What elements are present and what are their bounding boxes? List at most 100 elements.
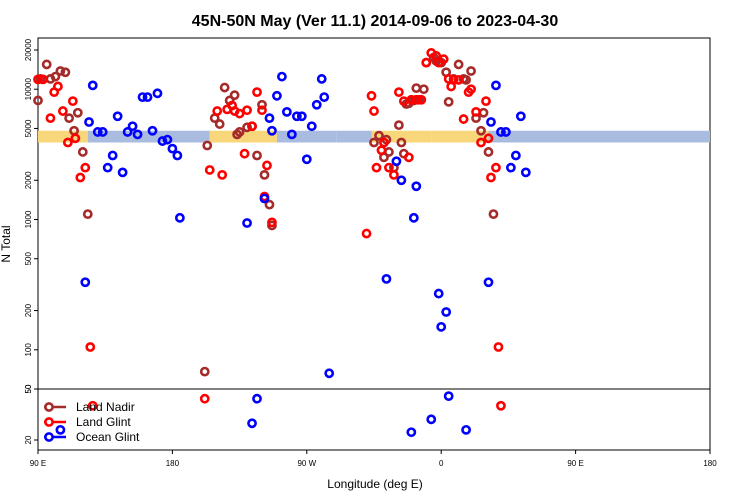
ocean-glint-point <box>515 111 526 122</box>
land-nadir-point <box>264 199 275 210</box>
y-tick-label: 500 <box>24 251 33 265</box>
land-nadir-point <box>374 130 384 141</box>
y-tick-label: 200 <box>24 303 33 317</box>
land-nadir-point <box>466 66 476 76</box>
land-nadir-point <box>369 137 379 148</box>
land-nadir-point <box>453 59 464 70</box>
land-nadir-point <box>259 169 270 180</box>
land-glint-point <box>421 57 432 68</box>
land-glint-point <box>199 393 210 404</box>
ocean-glint-point <box>102 162 113 173</box>
land-glint-point <box>204 165 215 175</box>
ocean-glint-point <box>264 113 275 124</box>
ocean-glint-point <box>267 125 277 136</box>
glint-band-segment <box>431 130 489 143</box>
ocean-glint-point <box>501 127 511 137</box>
glint-band-segment <box>371 130 432 143</box>
ocean-glint-point <box>436 321 447 332</box>
land-glint-point <box>87 400 98 411</box>
x-tick-label: 90 E <box>30 459 46 468</box>
land-glint-point <box>376 145 387 156</box>
land-glint-point <box>57 106 68 116</box>
ocean-glint-point <box>381 273 392 284</box>
x-tick-label: 90 E <box>567 459 583 468</box>
ocean-glint-point <box>408 212 419 223</box>
land-glint-point <box>458 114 469 124</box>
land-nadir-point <box>60 67 71 78</box>
legend-marker <box>44 402 54 412</box>
land-nadir-point <box>55 66 66 76</box>
legend-label: Ocean Glint <box>76 430 140 444</box>
land-nadir-point <box>393 120 404 131</box>
land-nadir-point <box>82 209 93 220</box>
land-glint-point <box>496 400 506 411</box>
land-glint-point <box>38 74 48 85</box>
ocean-glint-point <box>147 125 158 136</box>
land-glint-point <box>393 87 404 98</box>
data-points <box>33 48 531 438</box>
land-glint-point <box>70 133 81 144</box>
land-nadir-point <box>476 125 486 136</box>
land-glint-point <box>247 121 257 132</box>
land-glint-point <box>481 96 491 107</box>
legend-marker <box>44 417 54 427</box>
land-nadir-point <box>219 82 230 93</box>
ocean-glint-point <box>505 162 516 173</box>
land-nadir-point <box>41 59 52 70</box>
x-tick-label: 0 <box>439 459 444 468</box>
land-glint-point <box>67 96 78 107</box>
land-nadir-point <box>443 96 454 107</box>
y-tick-label: 50 <box>24 384 33 393</box>
land-glint-point <box>403 152 414 163</box>
land-glint-point <box>476 137 486 148</box>
ocean-glint-point <box>142 92 153 102</box>
ocean-glint-point <box>55 424 66 435</box>
ocean-glint-point <box>107 150 118 161</box>
ocean-glint-point <box>137 92 148 102</box>
land-glint-point <box>448 74 459 85</box>
ocean-glint-point <box>92 127 103 137</box>
land-glint-point <box>416 94 427 105</box>
land-nadir-point <box>252 150 262 161</box>
land-glint-point <box>384 162 394 173</box>
ocean-glint-point <box>496 127 506 137</box>
land-nadir-point <box>488 209 499 220</box>
x-tick-label: 180 <box>166 459 180 468</box>
y-tick-label: 5000 <box>24 119 33 137</box>
ocean-glint-point <box>84 117 94 127</box>
x-tick-label: 180 <box>703 459 717 468</box>
land-glint-point <box>45 113 56 124</box>
glint-band-segment <box>276 130 337 143</box>
ocean-glint-point <box>391 156 402 167</box>
land-glint-point <box>53 81 63 92</box>
land-glint-point <box>379 137 389 148</box>
land-glint-point <box>453 74 464 85</box>
land-nadir-point <box>72 107 83 118</box>
ocean-glint-point <box>152 88 163 99</box>
ocean-glint-point <box>406 427 417 438</box>
ocean-glint-point <box>80 277 91 288</box>
land-nadir-point <box>411 83 422 93</box>
ocean-glint-point <box>247 418 257 429</box>
land-glint-point <box>406 94 417 105</box>
ocean-glint-point <box>441 307 452 317</box>
ocean-glint-point <box>122 127 133 137</box>
land-nadir-point <box>234 127 245 137</box>
land-glint-point <box>262 160 272 171</box>
glint-band-segment <box>336 130 372 143</box>
land-nadir-point <box>77 147 88 157</box>
y-tick-label: 2000 <box>24 171 33 189</box>
ocean-glint-point <box>316 74 327 84</box>
ocean-glint-point <box>443 391 454 402</box>
land-glint-point <box>75 172 86 183</box>
ocean-glint-point <box>433 288 444 299</box>
chart-title: 45N-50N May (Ver 11.1) 2014-09-06 to 202… <box>192 13 559 30</box>
ocean-glint-point <box>286 129 297 140</box>
land-glint-point <box>62 137 73 148</box>
land-nadir-point <box>202 140 213 151</box>
y-tick-label: 20000 <box>24 38 33 61</box>
land-glint-point <box>257 105 267 116</box>
land-glint-point <box>389 169 399 180</box>
